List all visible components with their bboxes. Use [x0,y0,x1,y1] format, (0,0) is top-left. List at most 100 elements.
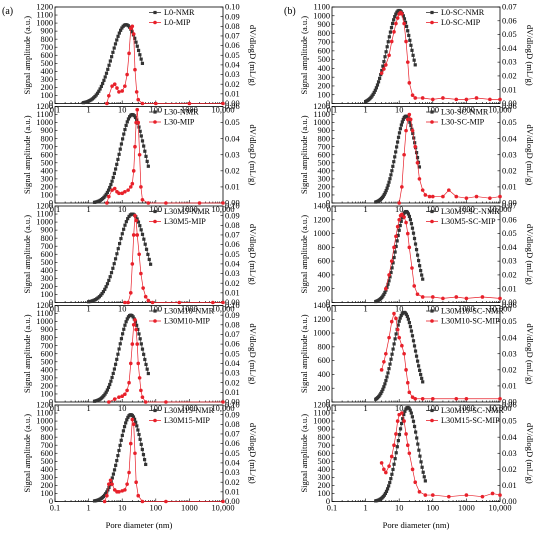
data-point-nmr [111,472,116,476]
data-point-mip [410,467,415,472]
data-point-mip [402,351,406,356]
x-tick-label: 1000 [181,106,198,115]
series-line [375,407,426,502]
data-point-nmr [407,406,411,410]
data-point-nmr [134,40,138,44]
y-left-tick-label: 100 [317,191,330,200]
data-point-nmr [398,316,402,320]
data-point-mip [139,388,143,393]
data-point-mip [130,262,135,266]
data-point-nmr [108,59,112,63]
data-point-mip [397,335,402,340]
y-left-tick-label: 600 [40,349,53,358]
data-point-nmr [131,315,135,319]
data-point-mip [108,478,113,483]
data-point-nmr [383,191,387,195]
data-point-nmr [378,393,382,397]
data-point-mip [133,318,137,322]
y-left-tick-label: 400 [40,465,53,474]
y-left-tick-label: 1200 [36,102,53,111]
data-point-nmr [124,123,128,128]
y-left-tick-label: 1200 [36,202,53,211]
data-point-mip [400,12,404,16]
data-point-mip [397,217,402,222]
data-point-nmr [392,255,396,260]
data-point-mip [404,128,408,133]
data-point-mip [117,191,121,196]
data-point-mip [379,368,384,372]
data-point-nmr [145,159,149,164]
data-point-nmr [400,216,404,220]
data-point-mip [431,295,435,299]
y-right-tick-label: 0.08 [225,221,240,230]
y-left-tick-label: 100 [40,91,53,100]
data-point-nmr [134,420,138,424]
data-point-mip [127,51,131,56]
data-point-nmr [140,347,145,351]
data-point-nmr [387,484,391,488]
y-right-tick-label: 0.04 [225,459,240,468]
data-point-nmr [137,432,141,437]
data-point-nmr [411,53,415,57]
y-right-tick-label: 0.05 [502,30,517,39]
x-tick-label: 100 [427,404,440,413]
y-right-tick-label: 0.07 [502,202,517,211]
data-point-nmr [102,78,106,82]
x-tick-label: 1 [87,305,91,314]
x-tick-label: 10 [118,305,126,314]
y-right-tick-label: 0.01 [502,183,517,192]
chart-panel: 0100200300400500600700800900100011001200… [22,301,258,413]
y-right-tick-label: 0.05 [502,317,517,326]
data-point-mip [110,482,114,486]
data-point-nmr [125,317,129,321]
y-left-tick-label: 1200 [313,102,330,111]
x-tick-label: 10 [118,504,126,513]
data-point-mip [128,441,133,446]
legend-marker-circle [430,20,434,25]
y-left-tick-label: 700 [317,142,330,151]
data-point-mip [413,396,418,401]
data-point-nmr [423,479,427,483]
data-point-nmr [397,319,401,323]
data-point-mip [137,152,142,157]
data-point-nmr [111,266,115,270]
x-tick-label: 1 [87,404,91,413]
data-point-nmr [97,89,101,93]
x-tick-label: 100 [427,305,440,314]
data-point-nmr [401,417,405,421]
y-right-tick-label: 0.00 [225,398,240,407]
data-point-nmr [104,192,108,196]
data-point-mip [115,86,119,90]
data-point-mip [127,470,131,475]
y-left-tick-label: 300 [317,174,330,183]
data-point-nmr [395,140,400,144]
data-point-nmr [388,30,393,34]
data-point-mip [197,201,202,205]
data-point-nmr [118,443,122,447]
x-tick-label: 1000 [458,504,475,513]
y-left-tick-label: 400 [317,64,330,73]
x-tick-label: 1 [364,106,368,115]
data-point-nmr [122,425,127,429]
data-point-nmr [126,415,130,419]
data-point-nmr [121,137,125,141]
y-left-axis-title: Signal amplitude (a.u.) [299,16,309,95]
data-point-nmr [407,33,411,38]
data-point-mip [498,493,502,497]
y-left-tick-label: 500 [40,357,53,366]
legend-marker-square [430,209,434,214]
data-point-nmr [370,94,374,98]
data-point-nmr [421,277,425,281]
y-left-tick-label: 1100 [37,110,53,119]
x-tick-label: 1 [364,504,368,513]
y-right-tick-label: 0.00 [225,497,240,506]
data-point-mip [123,84,127,88]
data-point-nmr [119,438,123,442]
legend-label: L0-SC-NMR [441,8,485,17]
data-point-nmr [414,430,418,434]
x-tick-label: 10 [395,305,403,314]
y-left-tick-label: 100 [317,489,330,498]
y-left-tick-label: 200 [317,82,330,91]
data-point-mip [394,432,398,436]
data-point-nmr [135,44,139,48]
